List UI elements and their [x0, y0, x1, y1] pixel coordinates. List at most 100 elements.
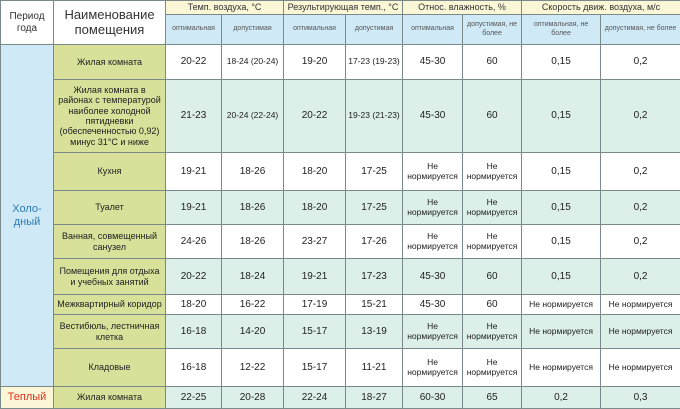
value-cell: 0,2 [601, 259, 680, 295]
value-cell: 15-17 [284, 315, 346, 349]
room-name: Вестибюль, лестничная клетка [54, 315, 166, 349]
value-cell: 13-19 [346, 315, 403, 349]
value-cell: Не нормируется [403, 349, 463, 387]
period-warm: Теплый [1, 387, 54, 409]
value-cell: 0,2 [601, 153, 680, 191]
subheader-7: допустимая, не более [601, 15, 680, 45]
header-air-speed: Скорость движ. воздуха, м/с [522, 1, 680, 15]
value-cell: 45-30 [403, 259, 463, 295]
table-row: Жилая комната в районах с температурой н… [1, 80, 680, 153]
value-cell: 45-30 [403, 80, 463, 153]
value-cell: 17-25 [346, 153, 403, 191]
value-cell: 0,2 [601, 80, 680, 153]
room-name: Жилая комната в районах с температурой н… [54, 80, 166, 153]
value-cell: 23-27 [284, 225, 346, 259]
subheader-2: оптимальная [284, 15, 346, 45]
value-cell: 16-18 [166, 315, 222, 349]
value-cell: Не нормируется [463, 225, 522, 259]
value-cell: Не нормируется [403, 191, 463, 225]
value-cell: 24-26 [166, 225, 222, 259]
value-cell: 0,15 [522, 259, 601, 295]
subheader-4: оптимальная [403, 15, 463, 45]
room-name: Помещения для отдыха и учебных занятий [54, 259, 166, 295]
value-cell: 0,15 [522, 45, 601, 80]
value-cell: Не нормируется [601, 295, 680, 315]
value-cell: Не нормируется [403, 315, 463, 349]
value-cell: 20-22 [166, 259, 222, 295]
room-name: Жилая комната [54, 387, 166, 409]
value-cell: 19-23 (21-23) [346, 80, 403, 153]
value-cell: 0,2 [522, 387, 601, 409]
header-result-temp: Результирующая темп., °C [284, 1, 403, 15]
value-cell: 19-21 [166, 153, 222, 191]
subheader-0: оптимальная [166, 15, 222, 45]
value-cell: 18-26 [222, 153, 284, 191]
value-cell: 11-21 [346, 349, 403, 387]
value-cell: 65 [463, 387, 522, 409]
value-cell: 19-21 [166, 191, 222, 225]
value-cell: 0,2 [601, 225, 680, 259]
room-name: Кладовые [54, 349, 166, 387]
value-cell: 17-19 [284, 295, 346, 315]
value-cell: 0,3 [601, 387, 680, 409]
value-cell: 0,15 [522, 191, 601, 225]
value-cell: 15-21 [346, 295, 403, 315]
value-cell: 45-30 [403, 295, 463, 315]
value-cell: 15-17 [284, 349, 346, 387]
value-cell: 18-26 [222, 225, 284, 259]
value-cell: 45-30 [403, 45, 463, 80]
value-cell: Не нормируется [463, 349, 522, 387]
value-cell: 14-20 [222, 315, 284, 349]
value-cell: 16-22 [222, 295, 284, 315]
value-cell: 17-23 [346, 259, 403, 295]
value-cell: Не нормируется [601, 315, 680, 349]
value-cell: 60 [463, 259, 522, 295]
value-cell: 20-28 [222, 387, 284, 409]
value-cell: 18-24 [222, 259, 284, 295]
value-cell: Не нормируется [522, 349, 601, 387]
header-room-name: Наименование помещения [54, 1, 166, 45]
value-cell: Не нормируется [463, 315, 522, 349]
room-name: Кухня [54, 153, 166, 191]
value-cell: 16-18 [166, 349, 222, 387]
value-cell: 19-20 [284, 45, 346, 80]
value-cell: 22-24 [284, 387, 346, 409]
room-name: Ванная, совмещенный санузел [54, 225, 166, 259]
value-cell: 60 [463, 80, 522, 153]
value-cell: 0,15 [522, 153, 601, 191]
value-cell: 18-20 [166, 295, 222, 315]
value-cell: 17-26 [346, 225, 403, 259]
value-cell: 19-21 [284, 259, 346, 295]
value-cell: 0,15 [522, 225, 601, 259]
value-cell: Не нормируется [403, 153, 463, 191]
value-cell: 18-27 [346, 387, 403, 409]
header-air-temp: Темп. воздуха, °C [166, 1, 284, 15]
value-cell: 17-25 [346, 191, 403, 225]
value-cell: 0,2 [601, 45, 680, 80]
subheader-3: допустимая [346, 15, 403, 45]
value-cell: 17-23 (19-23) [346, 45, 403, 80]
room-name: Межквартирный коридор [54, 295, 166, 315]
value-cell: Не нормируется [601, 349, 680, 387]
subheader-5: допустимая, не более [463, 15, 522, 45]
value-cell: Не нормируется [463, 191, 522, 225]
value-cell: 60 [463, 45, 522, 80]
value-cell: Не нормируется [403, 225, 463, 259]
period-cold: Холо-дный [1, 45, 54, 387]
header-humidity: Относ. влажность, % [403, 1, 522, 15]
value-cell: 18-26 [222, 191, 284, 225]
value-cell: Не нормируется [463, 153, 522, 191]
subheader-1: допустимая [222, 15, 284, 45]
value-cell: 0,2 [601, 191, 680, 225]
value-cell: 21-23 [166, 80, 222, 153]
value-cell: Не нормируется [522, 315, 601, 349]
